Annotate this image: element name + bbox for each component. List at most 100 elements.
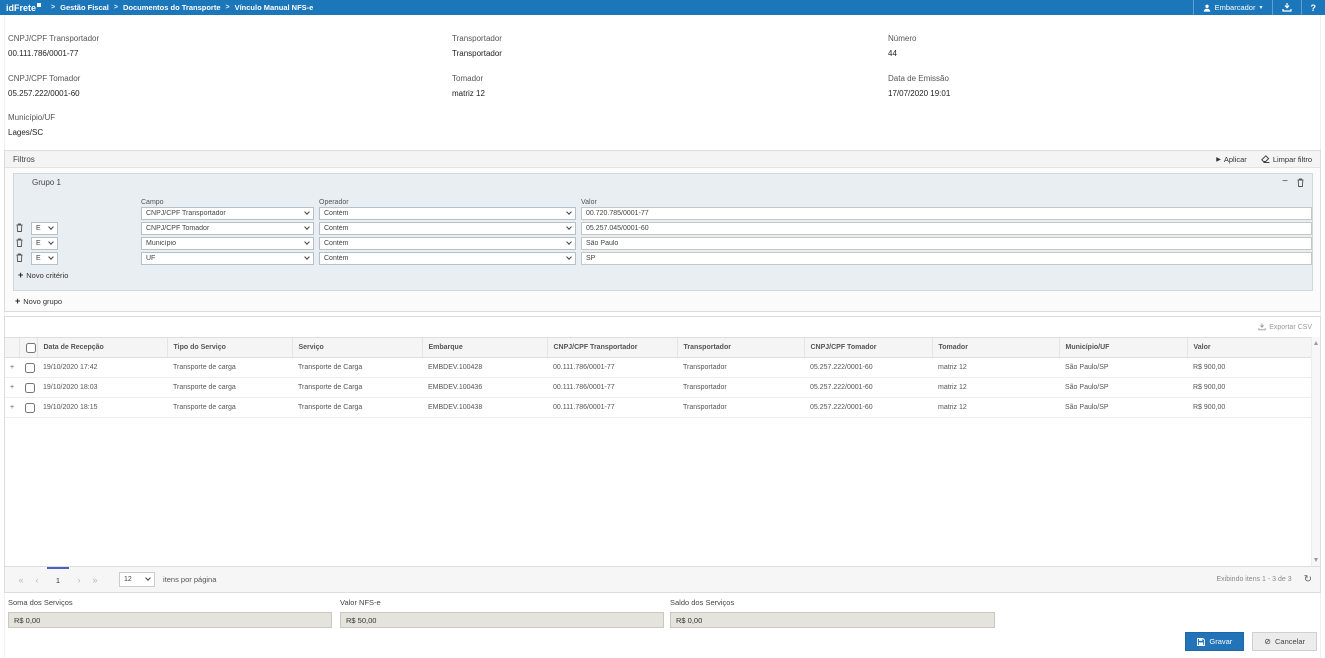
- collapse-group-button[interactable]: −: [1282, 177, 1288, 187]
- cell-municipio-uf: São Paulo/SP: [1059, 378, 1187, 398]
- page-size-select[interactable]: 12: [119, 572, 155, 587]
- col-cnpj-transportador[interactable]: CNPJ/CPF Transportador: [547, 338, 677, 358]
- page-number-current[interactable]: 1: [47, 567, 69, 593]
- delete-group-button[interactable]: [1297, 178, 1304, 187]
- operator-select-value: Contém: [324, 225, 563, 232]
- col-tomador[interactable]: Tomador: [932, 338, 1059, 358]
- filters-panel: Filtros ▶ Aplicar Limpar filtro Grupo 1 …: [4, 150, 1321, 312]
- save-button[interactable]: Gravar: [1185, 632, 1244, 651]
- breadcrumb-item-documentos-transporte[interactable]: Documentos do Transporte: [123, 3, 221, 12]
- operator-select[interactable]: Contém: [319, 222, 576, 235]
- col-tipo-servico[interactable]: Tipo do Serviço: [167, 338, 292, 358]
- logic-operator-select[interactable]: E: [31, 222, 58, 235]
- field-select[interactable]: CNPJ/CPF Transportador: [141, 207, 314, 220]
- col-valor[interactable]: Valor: [1187, 338, 1311, 358]
- field-tomador: Tomador matriz 12: [452, 74, 485, 98]
- field-select-value: CNPJ/CPF Tomador: [146, 225, 301, 232]
- logic-operator-select[interactable]: E: [31, 252, 58, 265]
- clear-filter-button[interactable]: Limpar filtro: [1261, 155, 1312, 164]
- operator-select[interactable]: Contém: [319, 252, 576, 265]
- operator-select-value: Contém: [324, 255, 563, 262]
- chevron-down-icon: [48, 254, 54, 260]
- value-input[interactable]: [581, 237, 1312, 250]
- app-logo[interactable]: idFrete: [6, 3, 41, 13]
- col-data-recepcao[interactable]: Data de Recepção: [37, 338, 167, 358]
- export-csv-button[interactable]: Exportar CSV: [1258, 323, 1312, 331]
- scroll-down-icon[interactable]: [1314, 558, 1318, 562]
- breadcrumb-separator-icon: >: [226, 4, 230, 11]
- soma-servicos-label: Soma dos Serviços: [8, 598, 332, 607]
- table-row[interactable]: + 19/10/2020 17:42 Transporte de carga T…: [5, 358, 1311, 378]
- breadcrumb: > Gestão Fiscal > Documentos do Transpor…: [51, 3, 313, 12]
- table-row[interactable]: + 19/10/2020 18:03 Transporte de carga T…: [5, 378, 1311, 398]
- field-value: 00.111.786/0001-77: [8, 49, 99, 58]
- scroll-up-icon[interactable]: [1314, 341, 1318, 345]
- cell-servico: Transporte de Carga: [292, 358, 422, 378]
- breadcrumb-item-vinculo-manual-nfse[interactable]: Vínculo Manual NFS-e: [235, 3, 314, 12]
- first-page-button[interactable]: «: [13, 575, 29, 585]
- field-value: matriz 12: [452, 89, 485, 98]
- col-municipio-uf[interactable]: Município/UF: [1059, 338, 1187, 358]
- filter-col-label-operador: Operador: [319, 199, 349, 206]
- delete-criterion-button[interactable]: [16, 223, 23, 232]
- operator-select[interactable]: Contém: [319, 237, 576, 250]
- previous-page-button[interactable]: ‹: [29, 575, 45, 585]
- pagination-bar: « ‹ 1 › » 12 itens por página Exibindo i…: [5, 566, 1320, 592]
- col-cnpj-tomador[interactable]: CNPJ/CPF Tomador: [804, 338, 932, 358]
- logic-operator-value: E: [36, 255, 45, 262]
- logic-operator-value: E: [36, 240, 45, 247]
- table-row[interactable]: + 19/10/2020 18:15 Transporte de carga T…: [5, 398, 1311, 418]
- cell-embarque: EMBDEV.100436: [422, 378, 547, 398]
- row-checkbox[interactable]: [25, 383, 35, 393]
- grid-toolbar: Exportar CSV: [5, 317, 1320, 337]
- save-button-label: Gravar: [1209, 637, 1232, 646]
- operator-select[interactable]: Contém: [319, 207, 576, 220]
- expand-row-button[interactable]: +: [5, 398, 19, 418]
- saldo-servicos-label: Saldo dos Serviços: [670, 598, 995, 607]
- col-servico[interactable]: Serviço: [292, 338, 422, 358]
- cell-tomador: matriz 12: [932, 378, 1059, 398]
- filter-group-header: Grupo 1 −: [14, 174, 1312, 190]
- row-checkbox[interactable]: [25, 403, 35, 413]
- field-select[interactable]: Município: [141, 237, 314, 250]
- soma-servicos-input[interactable]: [8, 612, 332, 628]
- filter-group-title: Grupo 1: [32, 178, 61, 187]
- header-right-tools: Embarcador ▾ ?: [1193, 0, 1325, 15]
- col-embarque[interactable]: Embarque: [422, 338, 547, 358]
- add-group-button[interactable]: + Novo grupo: [15, 297, 62, 306]
- select-all-checkbox[interactable]: [26, 343, 36, 353]
- field-select[interactable]: CNPJ/CPF Tomador: [141, 222, 314, 235]
- breadcrumb-item-gestao-fiscal[interactable]: Gestão Fiscal: [60, 3, 109, 12]
- value-input[interactable]: [581, 252, 1312, 265]
- next-page-button[interactable]: ›: [71, 575, 87, 585]
- delete-criterion-button[interactable]: [16, 253, 23, 262]
- field-value: Transportador: [452, 49, 502, 58]
- cancel-button[interactable]: ⊘ Cancelar: [1252, 632, 1317, 651]
- field-label: Transportador: [452, 34, 502, 43]
- field-select[interactable]: UF: [141, 252, 314, 265]
- col-transportador[interactable]: Transportador: [677, 338, 804, 358]
- download-button[interactable]: [1272, 0, 1301, 15]
- refresh-button[interactable]: ↻: [1304, 575, 1312, 585]
- expand-row-button[interactable]: +: [5, 358, 19, 378]
- valor-nfse-input[interactable]: [340, 612, 664, 628]
- value-input[interactable]: [581, 222, 1312, 235]
- last-page-button[interactable]: »: [87, 575, 103, 585]
- saldo-servicos-input[interactable]: [670, 612, 995, 628]
- help-button[interactable]: ?: [1301, 0, 1325, 15]
- cancel-icon: ⊘: [1264, 637, 1271, 646]
- add-criterion-button[interactable]: + Novo critério: [18, 271, 68, 280]
- logic-operator-select[interactable]: E: [31, 237, 58, 250]
- user-menu[interactable]: Embarcador ▾: [1193, 0, 1272, 15]
- field-value: 05.257.222/0001-60: [8, 89, 80, 98]
- row-checkbox[interactable]: [25, 363, 35, 373]
- filter-col-label-valor: Valor: [581, 199, 597, 206]
- delete-criterion-button[interactable]: [16, 238, 23, 247]
- value-input[interactable]: [581, 207, 1312, 220]
- expand-row-button[interactable]: +: [5, 378, 19, 398]
- export-csv-label: Exportar CSV: [1269, 324, 1312, 331]
- field-numero: Número 44: [888, 34, 916, 58]
- cell-valor: R$ 900,00: [1187, 378, 1311, 398]
- apply-filter-button[interactable]: ▶ Aplicar: [1216, 155, 1247, 164]
- vertical-scrollbar[interactable]: [1311, 337, 1320, 566]
